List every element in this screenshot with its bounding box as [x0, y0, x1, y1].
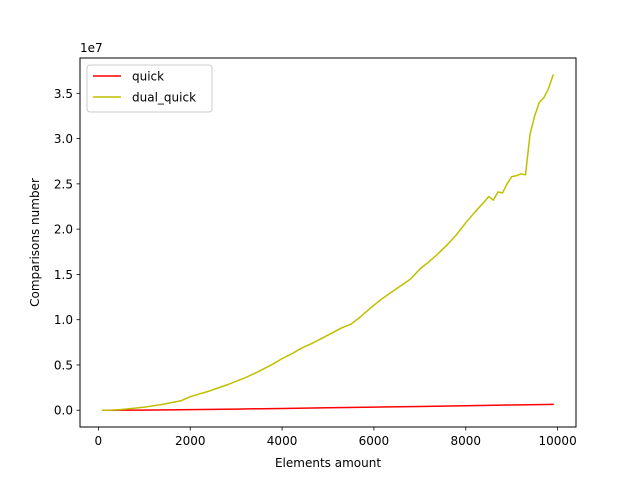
x-tick-label: 8000 [451, 434, 482, 448]
legend-label-quick: quick [132, 70, 164, 84]
x-tick-label: 6000 [359, 434, 390, 448]
y-tick-label: 1.5 [54, 268, 73, 282]
y-tick-label: 3.0 [54, 132, 73, 146]
legend: quick dual_quick [86, 64, 213, 113]
x-tick-label: 4000 [267, 434, 298, 448]
plot-area [80, 58, 576, 427]
plot-frame [79, 57, 577, 428]
y-axis-label: Comparisons number [28, 178, 42, 307]
series-line-quick [102, 403, 554, 411]
legend-label-dual-quick: dual_quick [132, 91, 196, 105]
y-axis: 0.0 0.5 1.0 1.5 2.0 2.5 3.0 3.5 [54, 87, 80, 418]
y-tick-label: 2.0 [54, 223, 73, 237]
y-tick-label: 0.5 [54, 358, 73, 372]
x-tick-label: 2000 [175, 434, 206, 448]
x-tick-label: 0 [95, 434, 103, 448]
y-tick-label: 3.5 [54, 87, 73, 101]
y-tick-label: 1.0 [54, 313, 73, 327]
y-offset-label: 1e7 [80, 41, 103, 55]
series-layer [102, 74, 554, 411]
x-axis-label: Elements amount [275, 456, 381, 470]
y-tick-label: 0.0 [54, 404, 73, 418]
x-tick-label: 10000 [539, 434, 577, 448]
series-line-dual-quick [102, 74, 554, 411]
y-tick-label: 2.5 [54, 177, 73, 191]
x-axis: 0 2000 4000 6000 8000 10000 [95, 427, 577, 448]
